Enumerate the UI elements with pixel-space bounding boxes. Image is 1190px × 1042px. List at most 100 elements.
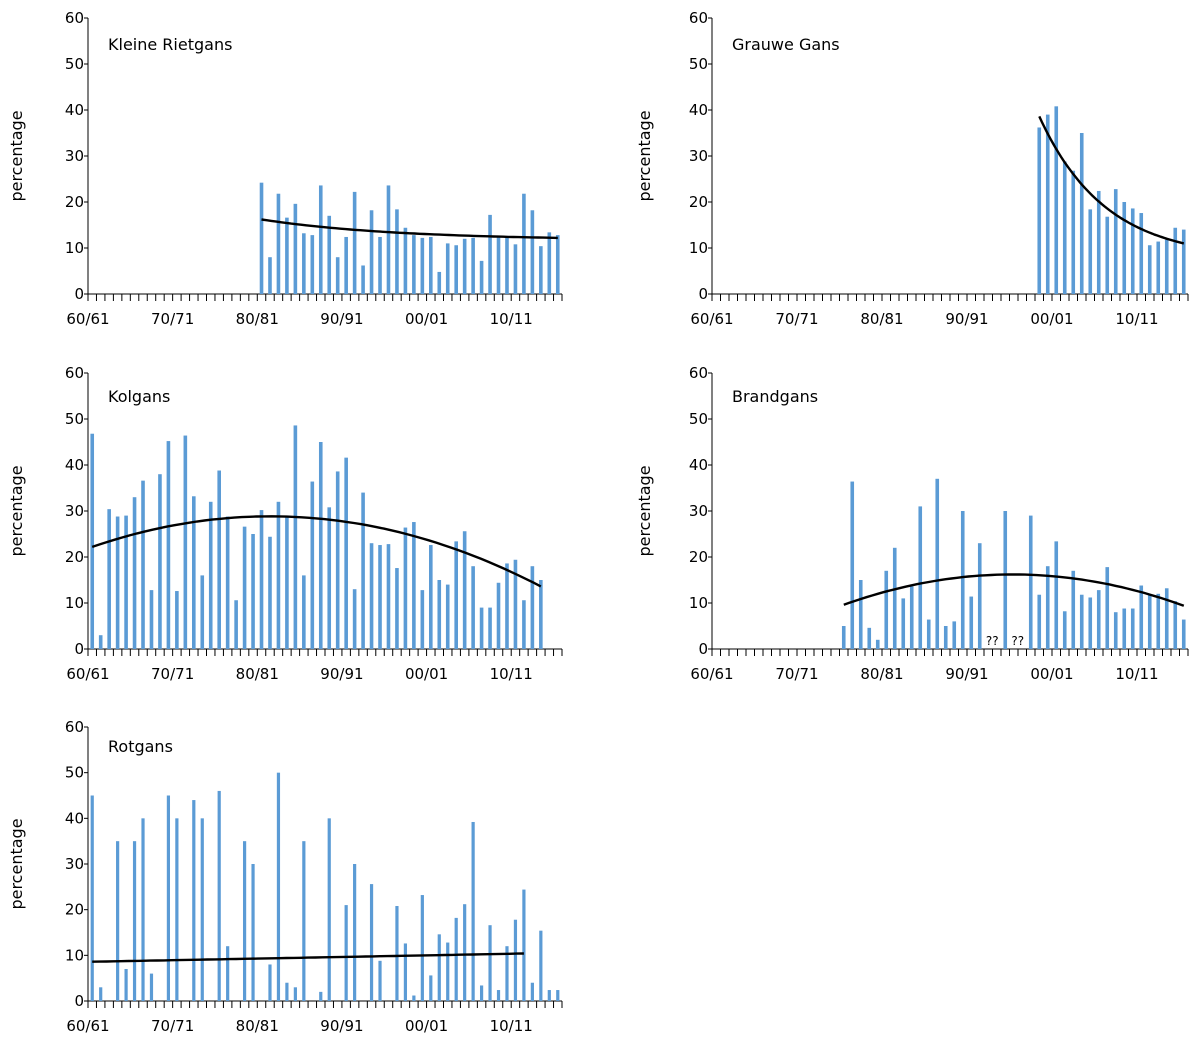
bar <box>1028 515 1033 649</box>
bar <box>318 442 323 649</box>
bar <box>437 934 441 1001</box>
bar <box>293 425 298 649</box>
bar <box>132 497 137 649</box>
bar <box>378 236 382 294</box>
y-axis-label: percentage <box>635 465 654 556</box>
bar <box>395 209 399 294</box>
bar <box>1130 608 1135 649</box>
y-tick-label: 10 <box>689 594 708 612</box>
bar <box>369 884 374 1001</box>
bar <box>926 619 931 649</box>
chart-panel: 0 10 20 30 40 50 60 60/61 70/71 80/81 90/91 00/01 10… <box>635 364 1189 683</box>
y-axis-label: percentage <box>7 110 26 201</box>
x-tick-label: 00/01 <box>405 310 448 328</box>
bar <box>505 946 509 1001</box>
bar <box>1062 611 1067 649</box>
bar <box>1139 213 1144 294</box>
bar <box>471 566 475 649</box>
bar <box>344 905 348 1001</box>
bar <box>884 570 889 649</box>
bar <box>960 511 965 649</box>
bar <box>242 526 247 649</box>
bar <box>446 942 450 1001</box>
bar <box>445 243 450 294</box>
bar <box>268 964 272 1001</box>
bar <box>344 457 348 649</box>
bar <box>242 841 247 1001</box>
bar <box>1079 594 1084 649</box>
bar <box>217 470 221 649</box>
bar <box>471 237 475 294</box>
bar <box>302 841 306 1001</box>
y-tick-label: 10 <box>65 594 84 612</box>
bar <box>437 580 442 649</box>
bar <box>90 795 94 1001</box>
y-tick-label: 50 <box>65 410 84 428</box>
bar <box>479 985 484 1001</box>
y-tick-label: 20 <box>65 193 84 211</box>
bar <box>977 543 982 649</box>
x-tick-label: 80/81 <box>860 665 903 683</box>
bar <box>454 917 458 1001</box>
bar <box>175 591 179 649</box>
y-tick-label: 30 <box>689 147 708 165</box>
y-tick-label: 40 <box>65 101 84 119</box>
bar <box>1088 209 1093 294</box>
y-tick-label: 0 <box>698 640 708 658</box>
x-tick-label: 80/81 <box>236 310 279 328</box>
x-tick-label: 10/11 <box>1115 310 1158 328</box>
bar <box>141 818 145 1001</box>
bar <box>530 210 535 294</box>
y-tick-label: 10 <box>65 239 84 257</box>
bar <box>547 232 552 294</box>
chart-panel: 0 10 20 30 40 50 60 60/61 70/71 80/81 90/91 00/01 10… <box>7 9 563 328</box>
bar <box>166 441 171 649</box>
bar <box>858 580 863 649</box>
bar <box>530 982 534 1001</box>
bar <box>420 590 425 649</box>
x-tick-label: 00/01 <box>405 1017 448 1035</box>
bar <box>386 544 391 649</box>
x-tick-label: 10/11 <box>490 665 533 683</box>
bar <box>149 590 154 649</box>
chart-panel: 0 10 20 30 40 50 60 60/61 70/71 80/81 90/91 00/01 10… <box>7 718 563 1035</box>
bar <box>124 969 128 1001</box>
y-tick-label: 10 <box>65 946 84 964</box>
y-axis-label: percentage <box>635 110 654 201</box>
bar <box>1147 594 1152 649</box>
trend-line <box>91 515 542 588</box>
x-tick-label: 90/91 <box>320 665 363 683</box>
bar <box>1164 239 1169 294</box>
bar <box>285 516 289 649</box>
bar <box>98 635 103 649</box>
bar <box>395 906 399 1001</box>
bar <box>225 516 230 649</box>
bar <box>496 236 501 294</box>
bar <box>901 598 906 649</box>
bar <box>513 244 518 294</box>
chart-title: Brandgans <box>732 387 818 406</box>
bar <box>445 584 450 649</box>
y-tick-label: 30 <box>689 502 708 520</box>
bar <box>217 790 221 1001</box>
x-tick-label: 10/11 <box>1115 665 1158 683</box>
bar <box>555 235 560 294</box>
bar <box>496 582 501 649</box>
bar <box>149 973 154 1001</box>
bar <box>378 545 382 649</box>
bar <box>1045 566 1050 649</box>
y-tick-label: 40 <box>65 809 84 827</box>
bar <box>909 586 914 649</box>
bar <box>403 943 408 1001</box>
y-tick-label: 60 <box>65 718 84 736</box>
bar <box>107 509 111 649</box>
bar <box>1147 245 1152 294</box>
bar <box>259 510 264 649</box>
bar <box>318 185 323 294</box>
bar <box>513 559 518 649</box>
y-tick-label: 10 <box>689 239 708 257</box>
bar <box>259 182 264 294</box>
bar <box>1079 133 1084 294</box>
bar <box>335 471 340 649</box>
bar <box>412 995 416 1001</box>
